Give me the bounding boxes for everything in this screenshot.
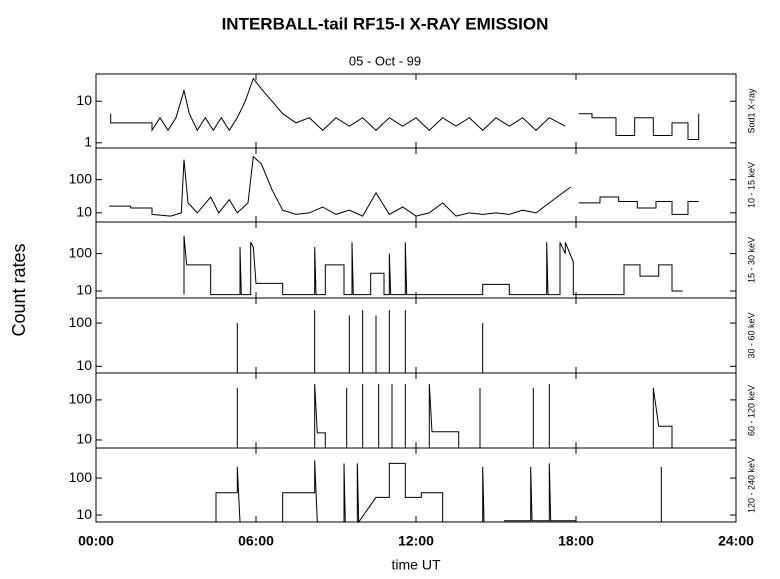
x-tick-label: 00:00 — [78, 533, 114, 549]
x-tick-label: 24:00 — [718, 533, 754, 549]
panel-label: 30 - 60 keV — [746, 312, 756, 358]
y-tick-label: 100 — [69, 244, 93, 260]
y-tick-label: 10 — [76, 357, 92, 373]
panel-frame — [95, 147, 737, 223]
panel-frame — [95, 297, 737, 374]
y-tick-label: 10 — [76, 204, 92, 220]
chart-title: INTERBALL-tail RF15-I X-RAY EMISSION — [222, 14, 549, 33]
x-tick-label: 12:00 — [398, 533, 434, 549]
panel-label: 15 - 30 keV — [746, 237, 756, 283]
panel-frame — [95, 447, 737, 523]
panel-frame — [95, 372, 737, 449]
x-tick-label: 06:00 — [238, 533, 274, 549]
panel-label: Sod1 X-ray — [746, 88, 756, 134]
y-tick-label: 10 — [76, 92, 92, 108]
panel-label: 120 - 240 keV — [746, 457, 756, 513]
data-line — [110, 77, 700, 140]
y-tick-label: 10 — [76, 282, 92, 298]
data-line — [183, 235, 683, 296]
data-line — [109, 155, 699, 217]
chart-subtitle: 05 - Oct - 99 — [349, 53, 421, 68]
data-line — [236, 310, 484, 373]
panel-frame — [95, 221, 737, 299]
panel-frame — [95, 73, 737, 149]
y-axis-label: Count rates — [9, 243, 29, 336]
y-tick-label: 10 — [76, 506, 92, 522]
y-tick-label: 100 — [69, 469, 93, 485]
data-line — [236, 383, 673, 448]
data-line — [215, 460, 662, 524]
x-axis-label: time UT — [392, 557, 441, 573]
panel-label: 60 - 120 keV — [746, 385, 756, 436]
panel-label: 10 - 15 keV — [746, 162, 756, 208]
y-tick-label: 10 — [76, 431, 92, 447]
y-tick-label: 100 — [69, 314, 93, 330]
y-tick-label: 1 — [84, 134, 92, 150]
y-tick-label: 100 — [69, 391, 93, 407]
x-tick-label: 18:00 — [558, 533, 594, 549]
y-tick-label: 100 — [69, 170, 93, 186]
